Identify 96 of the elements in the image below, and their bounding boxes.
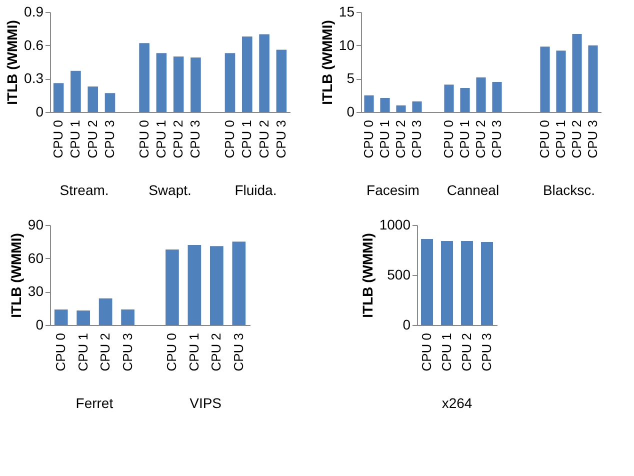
x-tick-label: CPU 0 <box>222 120 237 158</box>
bar <box>476 77 486 112</box>
x-tick-label: CPU 3 <box>409 120 424 158</box>
bar <box>173 56 184 112</box>
x-tick-label: CPU 2 <box>393 120 408 158</box>
x-tick-label: CPU 1 <box>457 120 472 158</box>
bar <box>232 242 246 325</box>
bar <box>190 58 201 112</box>
bar <box>412 101 422 112</box>
x-tick-label: CPU 1 <box>153 120 168 158</box>
bar <box>210 246 224 325</box>
x-tick-label: CPU 1 <box>186 333 202 372</box>
bar <box>166 249 179 325</box>
bar <box>588 45 598 112</box>
bar <box>492 82 502 112</box>
x-tick-label: CPU 0 <box>441 120 456 158</box>
x-tick-label: CPU 0 <box>361 120 376 158</box>
text: Facesim <box>366 182 420 198</box>
y-tick-label: 0.9 <box>24 4 44 20</box>
bar <box>76 310 90 325</box>
x-tick-label: CPU 0 <box>164 333 180 372</box>
bar <box>70 70 81 112</box>
x-tick-label: CPU 3 <box>102 120 117 158</box>
x-tick-label: CPU 2 <box>459 333 474 372</box>
bar <box>139 43 150 112</box>
text: x264 <box>442 395 472 411</box>
y-tick-label: 90 <box>28 216 44 232</box>
x-tick-label: CPU 2 <box>84 120 100 158</box>
x-tick-label: CPU 1 <box>68 120 83 158</box>
text: VIPS <box>190 395 222 411</box>
x-tick-label: CPU 0 <box>53 333 68 372</box>
bar <box>242 36 252 112</box>
bar <box>556 50 566 112</box>
x-tick-label: CPU 3 <box>188 120 203 158</box>
y-axis-title: ITLB (WMMI) <box>318 20 335 105</box>
y-tick-label: 500 <box>387 266 411 282</box>
bar <box>156 53 167 112</box>
x-tick-label: CPU 2 <box>473 120 488 158</box>
bar <box>224 53 236 112</box>
x-tick-label: CPU 1 <box>239 120 254 158</box>
y-tick-label: 5 <box>346 70 355 86</box>
bar <box>396 105 406 112</box>
bar <box>98 298 112 325</box>
x-tick-label: CPU 0 <box>419 333 434 372</box>
bar <box>380 98 390 112</box>
y-tick-label: 0.6 <box>24 36 44 53</box>
bar <box>460 88 470 112</box>
x-tick-label: CPU 2 <box>170 120 186 158</box>
y-tick-label: 60 <box>28 250 44 266</box>
x-tick-label: CPU 3 <box>120 333 135 372</box>
y-tick-label: 0 <box>36 104 44 120</box>
x-tick-label: CPU 0 <box>537 120 552 158</box>
bar <box>54 309 68 325</box>
bar <box>88 86 98 112</box>
x-tick-label: CPU 1 <box>553 120 568 158</box>
bar <box>276 50 287 112</box>
x-tick-label: CPU 2 <box>208 333 224 372</box>
bar <box>104 93 116 112</box>
x-tick-label: CPU 2 <box>569 120 584 158</box>
text: Ferret <box>76 395 114 411</box>
x-tick-label: CPU 0 <box>50 120 66 158</box>
bar <box>121 309 134 325</box>
bar <box>364 95 374 112</box>
x-tick-label: CPU 1 <box>75 333 90 372</box>
bar <box>572 34 582 112</box>
x-tick-label: CPU 3 <box>230 333 246 372</box>
y-tick-label: 0 <box>402 316 411 332</box>
x-tick-label: CPU 2 <box>98 333 113 372</box>
x-tick-label: CPU 1 <box>377 120 392 158</box>
x-tick-label: CPU 3 <box>479 333 494 372</box>
x-tick-label: CPU 2 <box>256 120 272 158</box>
y-tick-label: 0 <box>346 104 355 120</box>
y-axis-title: ITLB (WMMI) <box>359 233 376 318</box>
y-tick-label: 0 <box>36 316 44 332</box>
text: Blacksc. <box>542 182 596 198</box>
bar <box>259 34 270 112</box>
y-tick-label: 10 <box>338 36 355 53</box>
text: Stream. <box>60 182 109 198</box>
bar <box>53 83 64 112</box>
bar <box>188 245 202 325</box>
x-tick-label: CPU 3 <box>273 120 288 158</box>
y-tick-label: 0.3 <box>24 70 44 86</box>
bar <box>540 46 550 112</box>
text: Swapt. <box>148 182 192 198</box>
x-tick-label: CPU 3 <box>585 120 600 158</box>
y-tick-label: 1000 <box>379 216 411 232</box>
y-axis-title: ITLB (WMMI) <box>8 233 24 318</box>
text: Fluida. <box>234 182 277 198</box>
x-tick-label: CPU 1 <box>439 333 454 372</box>
text: Canneal <box>446 182 500 198</box>
x-tick-label: CPU 0 <box>136 120 152 158</box>
y-tick-label: 15 <box>338 4 355 20</box>
x-tick-label: CPU 3 <box>489 120 504 158</box>
bar <box>444 84 454 112</box>
y-tick-label: 30 <box>28 283 44 300</box>
y-axis-title: ITLB (WMMI) <box>4 20 20 105</box>
